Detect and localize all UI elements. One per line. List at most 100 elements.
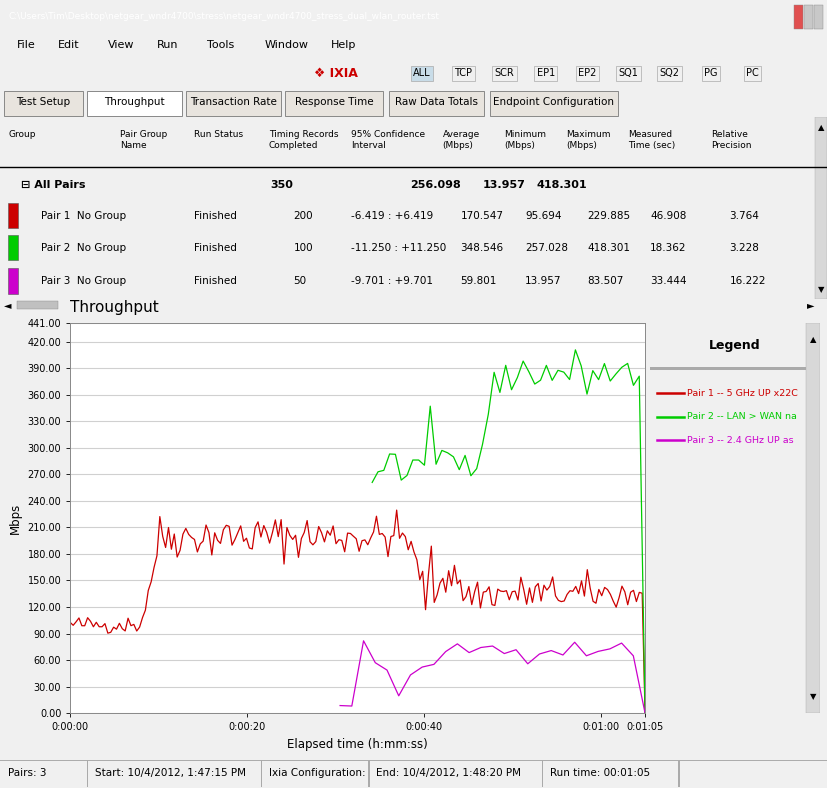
Text: View: View: [108, 40, 134, 50]
Text: ▲: ▲: [810, 335, 816, 344]
Bar: [285, 91, 383, 116]
Text: ▼: ▼: [810, 693, 816, 701]
Bar: [794, 5, 803, 29]
Text: 95.694: 95.694: [525, 210, 562, 221]
Text: End: 10/4/2012, 1:48:20 PM: End: 10/4/2012, 1:48:20 PM: [376, 768, 521, 778]
Text: Throughput: Throughput: [104, 97, 165, 107]
Bar: [8, 203, 18, 229]
Text: 229.885: 229.885: [587, 210, 630, 221]
Text: 348.546: 348.546: [461, 243, 504, 253]
Bar: [490, 91, 618, 116]
Bar: [87, 760, 88, 786]
Text: 256.098: 256.098: [410, 180, 461, 190]
Text: ▼: ▼: [818, 285, 824, 294]
Text: 257.028: 257.028: [525, 243, 568, 253]
Text: SCR: SCR: [495, 69, 514, 78]
Text: Help: Help: [331, 40, 356, 50]
Text: 3.764: 3.764: [729, 210, 759, 221]
Text: File: File: [17, 40, 36, 50]
Text: Ixia Configuration:: Ixia Configuration:: [269, 768, 366, 778]
Text: Test Setup: Test Setup: [17, 97, 70, 107]
Bar: [261, 760, 262, 786]
Text: Pair 3 -- 2.4 GHz UP as: Pair 3 -- 2.4 GHz UP as: [687, 436, 794, 444]
Bar: [650, 366, 820, 370]
Text: 59.801: 59.801: [461, 277, 497, 286]
Text: ⊟ All Pairs: ⊟ All Pairs: [21, 180, 85, 190]
Text: ❖ IXIA: ❖ IXIA: [314, 67, 358, 80]
Text: Finished: Finished: [194, 243, 237, 253]
Text: 13.957: 13.957: [525, 277, 562, 286]
Text: Run Status: Run Status: [194, 130, 243, 139]
Text: Legend: Legend: [709, 339, 761, 351]
Text: ►: ►: [807, 300, 815, 310]
Text: Edit: Edit: [58, 40, 79, 50]
Text: 200: 200: [294, 210, 313, 221]
Bar: [814, 5, 823, 29]
Text: Pair 2  No Group: Pair 2 No Group: [41, 243, 127, 253]
Bar: [806, 323, 820, 713]
Text: Run: Run: [157, 40, 179, 50]
Text: Timing Records
Completed: Timing Records Completed: [269, 130, 338, 150]
Text: -6.419 : +6.419: -6.419 : +6.419: [351, 210, 433, 221]
Text: PG: PG: [705, 69, 718, 78]
Text: 418.301: 418.301: [587, 243, 630, 253]
Text: Run time: 00:01:05: Run time: 00:01:05: [550, 768, 650, 778]
Text: -9.701 : +9.701: -9.701 : +9.701: [351, 277, 433, 286]
Text: EP1: EP1: [537, 69, 555, 78]
Bar: [8, 269, 18, 294]
Bar: [17, 300, 58, 310]
Text: ◄: ◄: [4, 300, 12, 310]
Bar: [542, 760, 543, 786]
Text: 16.222: 16.222: [729, 277, 766, 286]
Text: Relative
Precision: Relative Precision: [711, 130, 752, 150]
Text: Start: 10/4/2012, 1:47:15 PM: Start: 10/4/2012, 1:47:15 PM: [95, 768, 246, 778]
Text: Average
(Mbps): Average (Mbps): [442, 130, 480, 150]
Bar: [389, 91, 484, 116]
Bar: [4, 91, 83, 116]
Text: 83.507: 83.507: [587, 277, 624, 286]
Bar: [186, 91, 281, 116]
Text: TCP: TCP: [454, 69, 472, 78]
X-axis label: Elapsed time (h:mm:ss): Elapsed time (h:mm:ss): [287, 738, 428, 751]
Text: -11.250 : +11.250: -11.250 : +11.250: [351, 243, 447, 253]
Text: Group: Group: [8, 130, 36, 139]
Text: Pair 3  No Group: Pair 3 No Group: [41, 277, 127, 286]
Text: ALL: ALL: [413, 69, 431, 78]
Text: 418.301: 418.301: [537, 180, 587, 190]
Text: PC: PC: [746, 69, 759, 78]
Text: SQ1: SQ1: [619, 69, 638, 78]
Text: Pair 1  No Group: Pair 1 No Group: [41, 210, 127, 221]
Bar: [368, 760, 370, 786]
Y-axis label: Mbps: Mbps: [9, 503, 22, 533]
Text: Throughput: Throughput: [70, 300, 159, 315]
Text: Measured
Time (sec): Measured Time (sec): [629, 130, 676, 150]
Text: 46.908: 46.908: [650, 210, 686, 221]
Text: 95% Confidence
Interval: 95% Confidence Interval: [351, 130, 426, 150]
Text: EP2: EP2: [578, 69, 596, 78]
Text: 18.362: 18.362: [650, 243, 686, 253]
Bar: [804, 5, 813, 29]
Text: Minimum
(Mbps): Minimum (Mbps): [504, 130, 547, 150]
Text: 170.547: 170.547: [461, 210, 504, 221]
Text: Endpoint Configuration: Endpoint Configuration: [493, 97, 614, 107]
Text: 50: 50: [294, 277, 307, 286]
Text: 33.444: 33.444: [650, 277, 686, 286]
Bar: [8, 235, 18, 260]
Text: Raw Data Totals: Raw Data Totals: [394, 97, 478, 107]
Text: Response Time: Response Time: [294, 97, 374, 107]
Text: 350: 350: [270, 180, 294, 190]
Text: C:\Users\Tim\Desktop\netgear_wndr4700\stress\netgear_wndr4700_stress_dual_wlan_r: C:\Users\Tim\Desktop\netgear_wndr4700\st…: [8, 13, 439, 21]
Text: Window: Window: [265, 40, 308, 50]
Text: Pairs: 3: Pairs: 3: [8, 768, 47, 778]
Text: Pair Group
Name: Pair Group Name: [120, 130, 167, 150]
Bar: [87, 91, 182, 116]
Bar: [815, 117, 827, 299]
Text: SQ2: SQ2: [660, 69, 680, 78]
Text: 100: 100: [294, 243, 313, 253]
Text: 3.228: 3.228: [729, 243, 759, 253]
Text: 13.957: 13.957: [482, 180, 525, 190]
Text: Pair 2 -- LAN > WAN na: Pair 2 -- LAN > WAN na: [687, 412, 797, 422]
Text: Pair 1 -- 5 GHz UP x22C: Pair 1 -- 5 GHz UP x22C: [687, 388, 798, 398]
Text: Maximum
(Mbps): Maximum (Mbps): [566, 130, 611, 150]
Bar: [678, 760, 680, 786]
